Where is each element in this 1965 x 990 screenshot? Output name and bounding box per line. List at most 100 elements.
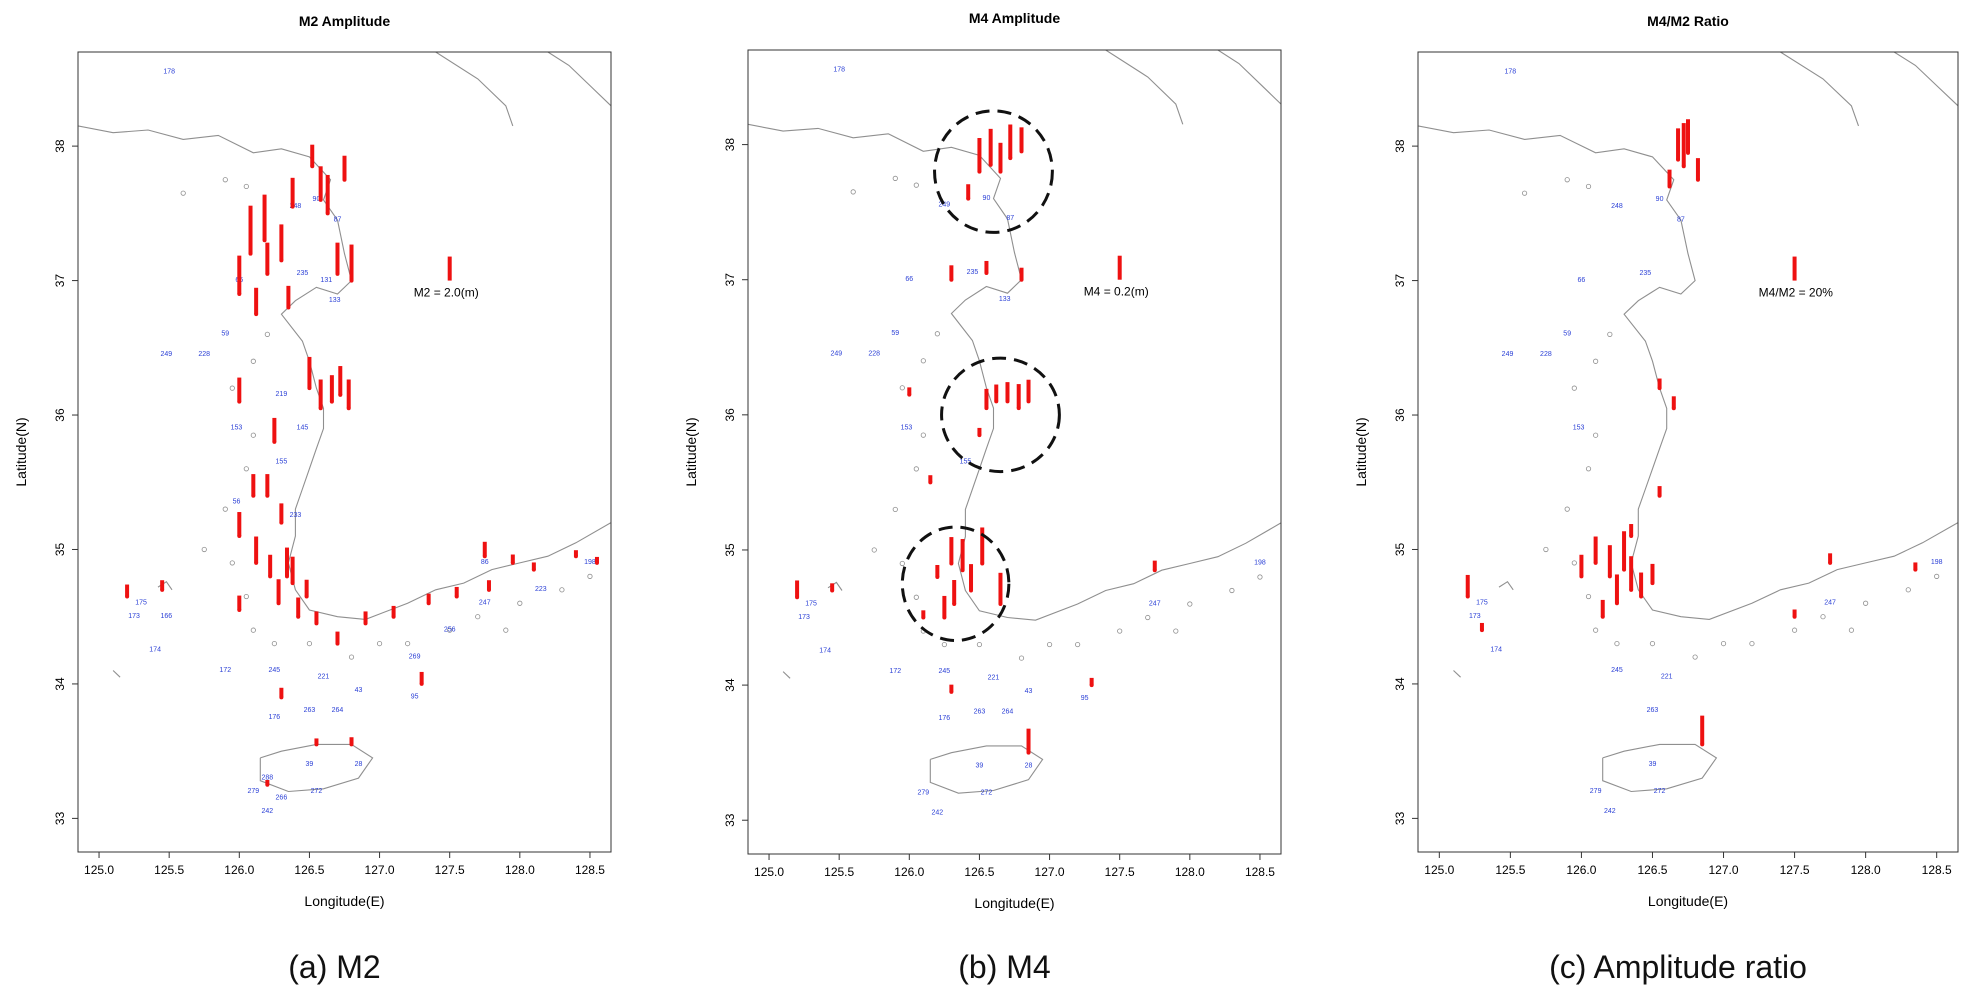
- island: [920, 358, 926, 364]
- island: [1229, 587, 1235, 594]
- amplitude-bar: [984, 260, 989, 273]
- station-label: 247: [1149, 600, 1161, 607]
- station-dot: [1676, 157, 1681, 162]
- x-axis-label: Longitude(E): [1648, 893, 1728, 909]
- station-label: 249: [831, 350, 843, 357]
- station-dot: [237, 292, 242, 297]
- station-dot: [1600, 614, 1605, 619]
- station-dot: [290, 204, 295, 209]
- island: [1117, 628, 1123, 634]
- station-dot: [391, 614, 396, 619]
- station-label: 166: [161, 613, 173, 620]
- station-dot: [454, 594, 459, 599]
- station-dot: [284, 574, 289, 579]
- station-label: 176: [939, 715, 951, 722]
- station-label: 228: [868, 350, 880, 357]
- panel-title: M4 Amplitude: [969, 10, 1060, 26]
- island: [271, 640, 277, 647]
- amplitude-bar: [318, 379, 323, 409]
- amplitude-bar: [998, 572, 1003, 605]
- island: [1187, 601, 1193, 607]
- station-label: 245: [939, 668, 951, 675]
- station-dot: [1579, 574, 1584, 579]
- station-label: 28: [1025, 762, 1033, 769]
- amplitude-bar: [795, 580, 800, 598]
- amplitude-bar: [1465, 574, 1470, 597]
- station-label: 172: [219, 667, 231, 674]
- station-label: 95: [1081, 695, 1089, 702]
- amplitude-bar: [254, 536, 259, 563]
- station-dot: [1019, 149, 1024, 154]
- y-axis-label: Latitude(N): [683, 417, 699, 486]
- amplitude-bar: [304, 579, 309, 597]
- island: [913, 182, 919, 188]
- station-dot: [349, 742, 354, 747]
- island: [899, 385, 905, 391]
- station-dot: [977, 433, 982, 438]
- station-dot: [1686, 150, 1690, 155]
- amplitude-bar: [329, 375, 334, 402]
- island: [1791, 627, 1798, 633]
- amplitude-bar: [949, 265, 954, 280]
- station-dot: [998, 169, 1003, 174]
- island: [1905, 587, 1911, 593]
- island: [405, 640, 411, 647]
- legend-label: M4/M2 = 20%: [1759, 286, 1834, 300]
- x-tick-label: 127.0: [365, 863, 395, 877]
- y-axis-label: Latitude(N): [13, 417, 29, 486]
- station-label: 247: [479, 600, 491, 607]
- island: [1863, 600, 1869, 606]
- island: [1749, 640, 1755, 647]
- amplitude-bar: [279, 224, 284, 261]
- station-label: 263: [974, 708, 986, 715]
- station-dot: [830, 588, 835, 593]
- x-tick-label: 126.0: [224, 863, 254, 877]
- station-dot: [279, 695, 284, 700]
- coastline: [827, 581, 843, 591]
- coastline: [1105, 50, 1184, 125]
- y-tick-label: 38: [53, 139, 67, 153]
- station-dot: [329, 399, 334, 404]
- y-tick-label: 35: [1393, 542, 1407, 556]
- island: [1593, 627, 1599, 633]
- amplitude-bar: [988, 128, 993, 165]
- station-label: 153: [231, 425, 243, 432]
- amplitude-bar: [1479, 622, 1484, 631]
- station-label: 173: [798, 614, 810, 621]
- amplitude-bar: [426, 593, 431, 604]
- station-dot: [1671, 406, 1676, 411]
- station-dot: [1657, 493, 1662, 498]
- coastline: [782, 671, 791, 679]
- station-label: 263: [304, 707, 316, 714]
- station-dot: [426, 601, 431, 606]
- island: [1585, 183, 1592, 190]
- station-label: 242: [932, 810, 944, 817]
- island: [920, 432, 926, 438]
- station-label: 264: [1002, 708, 1014, 715]
- station-label: 59: [221, 331, 229, 338]
- amplitude-bar: [237, 595, 242, 610]
- x-tick-label: 125.5: [824, 865, 854, 879]
- station-dot: [314, 621, 319, 626]
- station-dot: [486, 587, 491, 592]
- amplitude-bar: [1629, 524, 1634, 537]
- amplitude-bar: [949, 537, 954, 564]
- x-axis-label: Longitude(E): [974, 895, 1054, 911]
- y-tick-label: 34: [53, 677, 67, 691]
- island: [1593, 432, 1599, 438]
- station-label: 272: [1654, 788, 1666, 795]
- station-dot: [594, 560, 599, 565]
- amplitude-bar: [960, 539, 965, 571]
- station-dot: [960, 568, 965, 573]
- station-dot: [1026, 399, 1031, 404]
- station-dot: [276, 601, 281, 606]
- y-tick-label: 33: [53, 811, 67, 825]
- island: [892, 175, 898, 181]
- station-dot: [949, 277, 954, 282]
- station-label: 272: [311, 788, 323, 795]
- amplitude-bar: [949, 684, 954, 692]
- amplitude-bar: [1700, 715, 1705, 745]
- coastline: [259, 743, 374, 793]
- amplitude-bar: [994, 384, 999, 402]
- station-dot: [1593, 560, 1598, 565]
